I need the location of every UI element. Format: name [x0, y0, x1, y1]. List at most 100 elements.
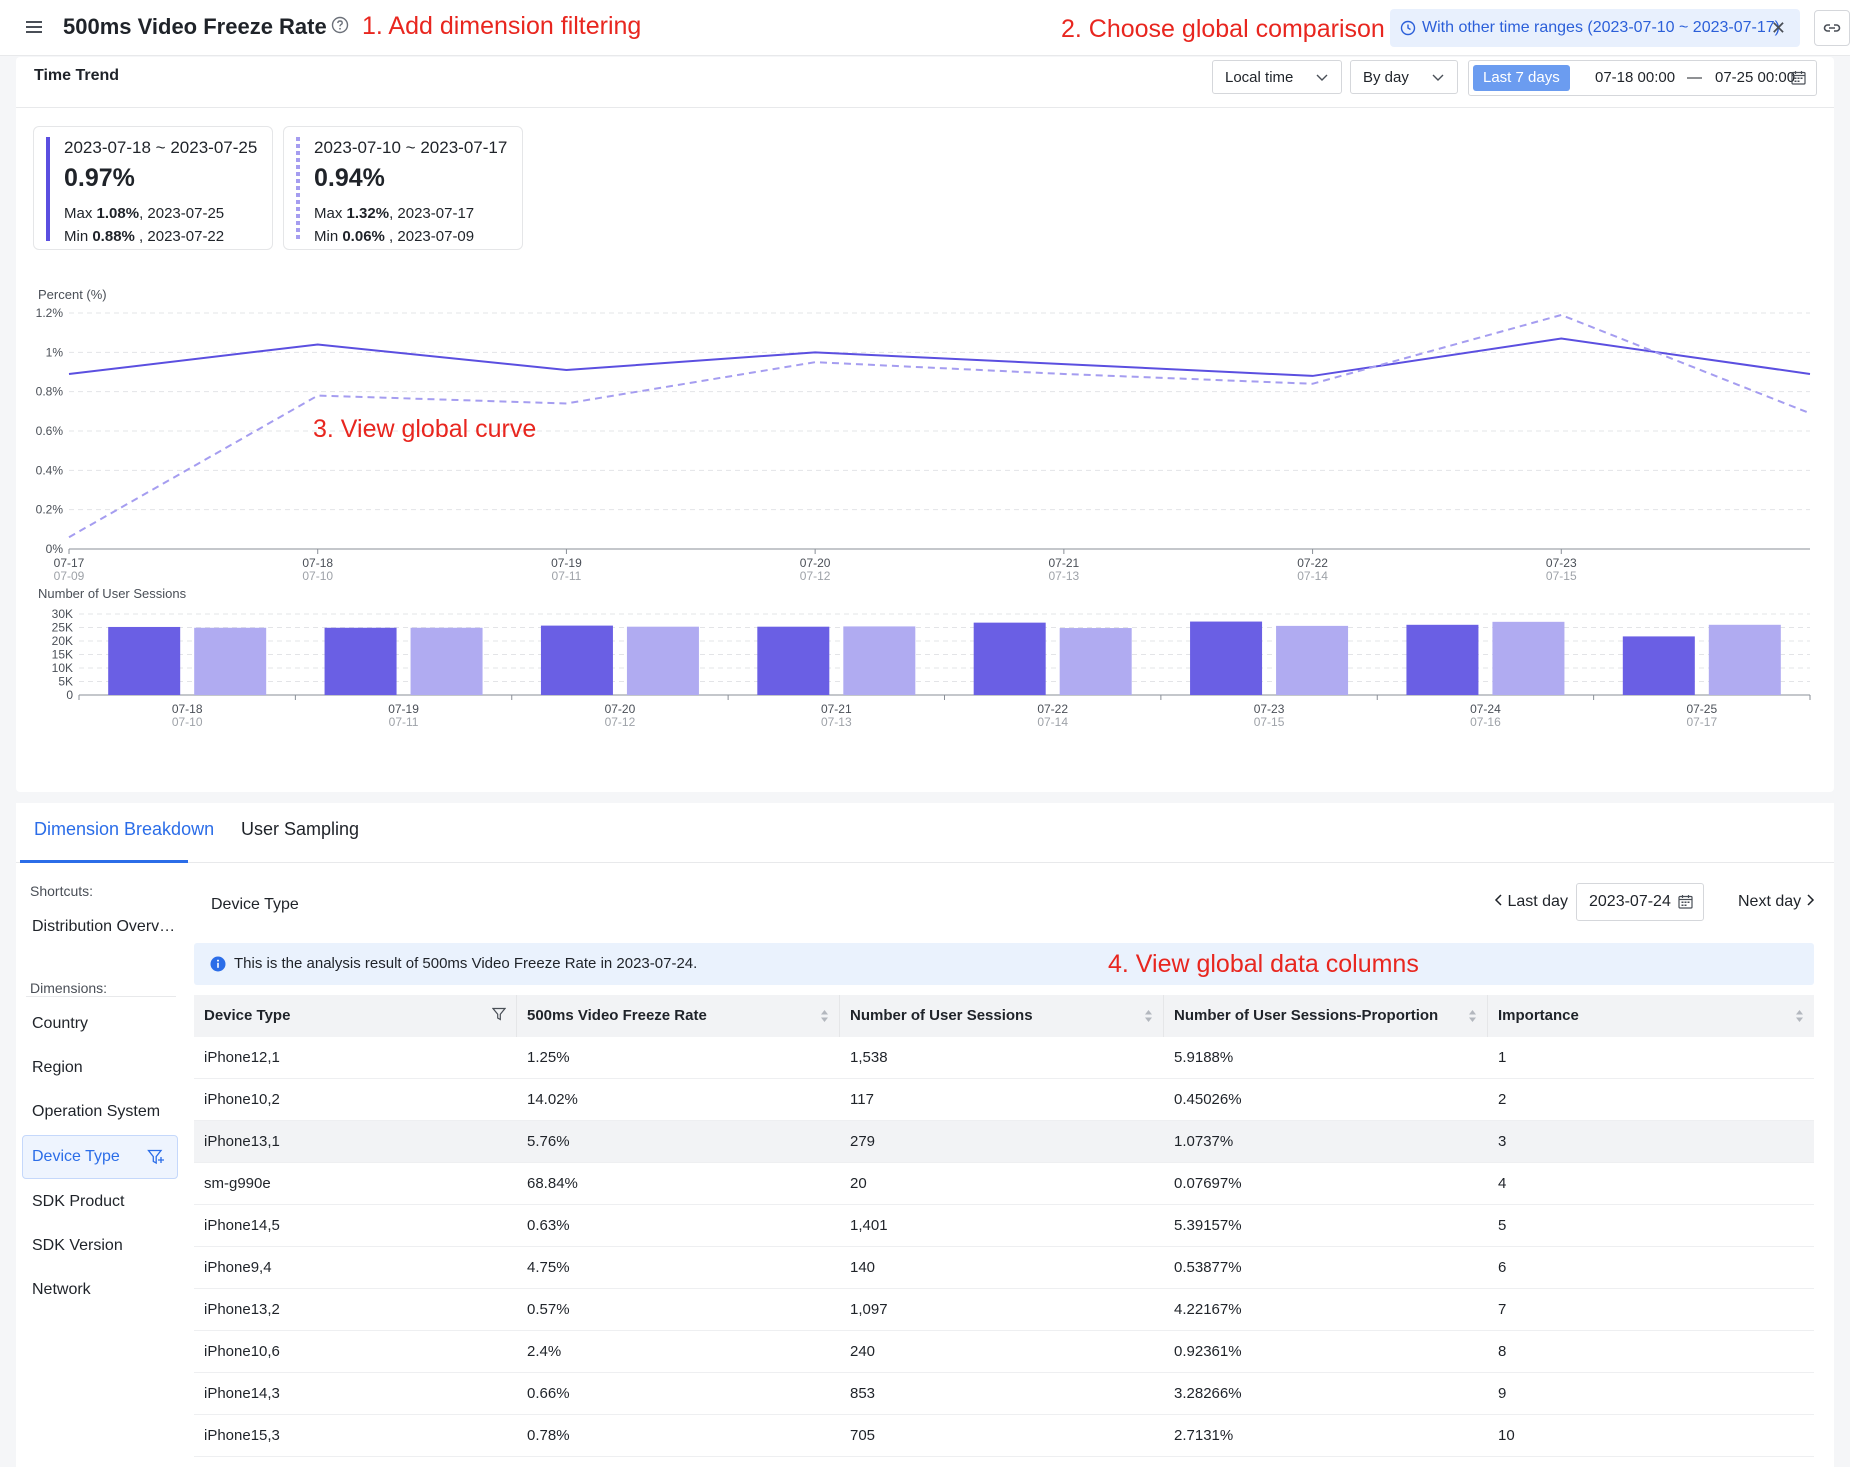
x-tick-label: 07-20 [605, 702, 636, 716]
bar-current [108, 626, 181, 695]
dimension-network[interactable]: Network [32, 1281, 91, 1298]
close-icon[interactable]: ✕ [1770, 18, 1786, 38]
bar-comparison [194, 627, 267, 695]
cell-device-type: iPhone13,2 [204, 1301, 280, 1318]
annotation-choose-global-comparison: 2. Choose global comparison [1061, 15, 1385, 43]
cell-freeze-rate: 0.66% [527, 1385, 570, 1402]
summary-range: 2023-07-10 ~ 2023-07-17 [314, 138, 508, 157]
annotation-add-dimension-filtering: 1. Add dimension filtering [362, 12, 642, 40]
dimension-sdk-product[interactable]: SDK Product [32, 1193, 125, 1210]
x-tick-label: 07-23 [1254, 702, 1285, 716]
column-header-label: Importance [1498, 1007, 1579, 1024]
column-header-importance[interactable]: Importance [1488, 995, 1814, 1037]
x-tick-label-secondary: 07-16 [1470, 715, 1501, 729]
y-axis-label: Percent (%) [38, 287, 107, 302]
range-start[interactable]: 07-18 00:00 [1595, 69, 1676, 86]
column-header-label: 500ms Video Freeze Rate [527, 1007, 707, 1024]
menu-icon[interactable] [24, 17, 44, 37]
table-row[interactable]: iPhone10,2 14.02% 117 0.45026% 2 [194, 1079, 1814, 1121]
table-row[interactable]: iPhone13,2 0.57% 1,097 4.22167% 7 [194, 1289, 1814, 1331]
breakdown-panel: Dimension Breakdown User Sampling Shortc… [16, 803, 1834, 1467]
cell-sessions-proportion: 4.22167% [1174, 1301, 1242, 1318]
granularity-select-value: By day [1363, 68, 1409, 86]
dimension-device-type[interactable]: Device Type [22, 1135, 178, 1179]
sort-icon[interactable] [1144, 1009, 1153, 1023]
column-header-device-type[interactable]: Device Type [194, 995, 517, 1037]
bar-current [540, 625, 613, 695]
cell-device-type: iPhone10,2 [204, 1091, 280, 1108]
table-header: Device Type 500ms Video Freeze Rate Numb… [194, 995, 1814, 1037]
cell-importance: 6 [1498, 1259, 1507, 1276]
series-legend-solid [46, 137, 50, 241]
granularity-select[interactable]: By day [1350, 60, 1458, 94]
filter-add-icon[interactable] [147, 1148, 165, 1166]
bar-chart: Number of User Sessions 05K10K15K20K25K30… [38, 586, 1811, 729]
timezone-select[interactable]: Local time [1212, 60, 1342, 94]
filter-icon[interactable] [492, 1007, 506, 1021]
y-tick-label: 25K [52, 621, 73, 635]
bar-comparison [1059, 628, 1132, 695]
sort-icon[interactable] [820, 1009, 829, 1023]
calendar-icon[interactable] [1791, 70, 1806, 85]
cell-sessions-proportion: 0.45026% [1174, 1091, 1242, 1108]
cell-user-sessions: 140 [850, 1259, 876, 1276]
dimension-operation-system[interactable]: Operation System [32, 1103, 161, 1120]
date-picker[interactable]: 2023-07-24 [1576, 883, 1704, 921]
date-range-picker[interactable]: Last 7 days 07-18 00:00 — 07-25 00:00 [1468, 60, 1817, 96]
y-tick-label: 0 [66, 688, 73, 702]
sort-icon[interactable] [1795, 1009, 1804, 1023]
x-tick-label: 07-18 [172, 702, 203, 716]
column-header-freeze-rate[interactable]: 500ms Video Freeze Rate [517, 995, 840, 1037]
table-row[interactable]: iPhone10,6 2.4% 240 0.92361% 8 [194, 1331, 1814, 1373]
dimension-sdk-version[interactable]: SDK Version [32, 1237, 123, 1254]
table-row[interactable]: sm-g990e 68.84% 20 0.07697% 4 [194, 1163, 1814, 1205]
cell-sessions-proportion: 2.7131% [1174, 1427, 1234, 1444]
cell-user-sessions: 117 [850, 1091, 874, 1108]
prev-day-label: Last day [1507, 893, 1568, 910]
share-link-button[interactable] [1814, 10, 1850, 46]
active-tab-indicator [20, 860, 188, 863]
next-day-button[interactable]: Next day [1738, 893, 1816, 911]
table-row[interactable]: iPhone14,5 0.63% 1,401 5.39157% 5 [194, 1205, 1814, 1247]
y-axis-label: Number of User Sessions [38, 586, 187, 601]
y-tick-label: 0% [46, 542, 64, 556]
chevron-down-icon [1432, 74, 1444, 81]
tab-dimension-breakdown[interactable]: Dimension Breakdown [34, 819, 215, 839]
cell-user-sessions: 240 [850, 1343, 876, 1360]
range-separator: — [1687, 69, 1702, 86]
shortcut-distribution-overview[interactable]: Distribution Overview [32, 918, 178, 935]
cell-sessions-proportion: 5.39157% [1174, 1217, 1242, 1234]
timezone-select-value: Local time [1225, 68, 1294, 86]
cell-user-sessions: 853 [850, 1385, 876, 1402]
column-header-sessions-proportion[interactable]: Number of User Sessions-Proportion [1164, 995, 1488, 1037]
table-row[interactable]: iPhone14,3 0.66% 853 3.28266% 9 [194, 1373, 1814, 1415]
range-end[interactable]: 07-25 00:00 [1715, 69, 1796, 86]
table-row[interactable]: iPhone12,1 1.25% 1,538 5.9188% 1 [194, 1037, 1814, 1079]
cell-user-sessions: 1,538 [850, 1049, 888, 1066]
dimension-country[interactable]: Country [32, 1015, 89, 1032]
x-tick-label-secondary: 07-09 [54, 569, 85, 583]
sort-icon[interactable] [1468, 1009, 1477, 1023]
comparison-chip[interactable]: With other time ranges (2023-07-10 ~ 202… [1390, 9, 1800, 47]
series-legend-dashed [296, 137, 300, 241]
y-tick-label: 30K [52, 607, 73, 621]
x-tick-label: 07-23 [1546, 556, 1577, 570]
comparison-chip-label: With other time ranges (2023-07-10 ~ 202… [1422, 19, 1780, 36]
cell-importance: 1 [1498, 1049, 1507, 1066]
tab-user-sampling[interactable]: User Sampling [241, 819, 360, 839]
column-header-user-sessions[interactable]: Number of User Sessions [840, 995, 1164, 1037]
cell-freeze-rate: 0.57% [527, 1301, 570, 1318]
x-tick-label: 07-19 [388, 702, 419, 716]
table-row[interactable]: iPhone13,1 5.76% 279 1.0737% 3 [194, 1121, 1814, 1163]
chevron-right-icon [1807, 894, 1814, 906]
summary-value: 0.94% [314, 164, 385, 192]
line-chart: Percent (%) 0% 0.2% 0.4% 0.6% 0.8% 1% 1.2% 07-17… [36, 287, 1811, 583]
info-text: This is the analysis result of 500ms Vid… [234, 955, 698, 972]
table-row[interactable]: iPhone9,4 4.75% 140 0.53877% 6 [194, 1247, 1814, 1289]
help-icon[interactable] [331, 16, 349, 34]
prev-day-button[interactable]: Last day [1493, 893, 1568, 911]
dimension-region[interactable]: Region [32, 1059, 83, 1076]
bar-current [1622, 636, 1695, 695]
table-row[interactable]: iPhone15,3 0.78% 705 2.7131% 10 [194, 1415, 1814, 1457]
preset-last-7-days[interactable]: Last 7 days [1473, 65, 1570, 91]
